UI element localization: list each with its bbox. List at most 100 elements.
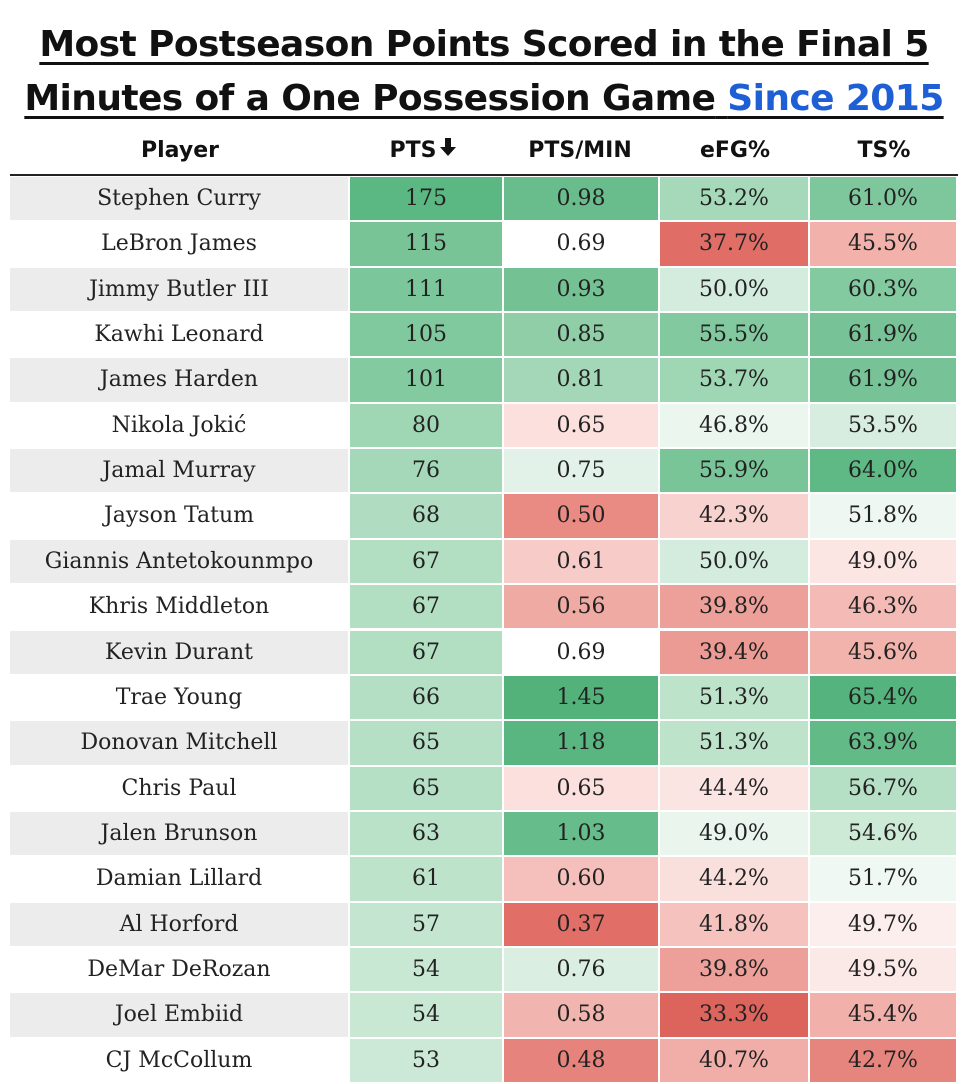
- cell-efg: 55.9%: [660, 449, 810, 495]
- column-header-label: PTS/MIN: [528, 138, 632, 163]
- cell-efg: 39.4%: [660, 630, 810, 676]
- cell-pts: 80: [350, 403, 504, 450]
- cell-ts: 63.9%: [810, 721, 958, 767]
- cell-pts: 101: [350, 358, 504, 404]
- chart-title-accent: Since 2015: [727, 78, 944, 119]
- cell-pts: 175: [350, 177, 504, 223]
- player-name-cell: Al Horford: [10, 902, 350, 948]
- cell-pts: 54: [350, 993, 504, 1039]
- cell-pts: 76: [350, 449, 504, 495]
- cell-ts: 56.7%: [810, 766, 958, 812]
- column-header-pts-min[interactable]: PTS/MIN: [490, 129, 670, 173]
- cell-efg: 50.0%: [660, 539, 810, 586]
- cell-pts: 67: [350, 585, 504, 631]
- cell-efg: 40.7%: [660, 1038, 810, 1084]
- chart-title-main: Minutes of a One Possession Game: [24, 78, 716, 119]
- cell-pts-min: 0.98: [504, 177, 660, 223]
- cell-pts-min: 0.48: [504, 1038, 660, 1084]
- cell-efg: 53.2%: [660, 177, 810, 223]
- cell-pts: 54: [350, 947, 504, 994]
- cell-efg: 49.0%: [660, 811, 810, 858]
- player-name-cell: Donovan Mitchell: [10, 721, 350, 767]
- player-name-cell: Jimmy Butler III: [10, 267, 350, 314]
- column-header-label: TS%: [857, 138, 911, 163]
- player-name-cell: LeBron James: [10, 222, 350, 268]
- player-name-cell: Joel Embiid: [10, 993, 350, 1039]
- cell-efg: 53.7%: [660, 358, 810, 404]
- player-name-cell: Trae Young: [10, 675, 350, 722]
- player-name-cell: James Harden: [10, 358, 350, 404]
- cell-pts-min: 0.61: [504, 539, 660, 586]
- cell-pts-min: 1.18: [504, 721, 660, 767]
- chart-title-line-2: Minutes of a One Possession Game Since 2…: [0, 72, 968, 126]
- cell-pts: 67: [350, 539, 504, 586]
- column-header-efg[interactable]: eFG%: [645, 129, 825, 173]
- cell-pts: 66: [350, 675, 504, 722]
- cell-pts-min: 0.93: [504, 267, 660, 314]
- cell-ts: 60.3%: [810, 267, 958, 314]
- cell-efg: 44.4%: [660, 766, 810, 812]
- cell-ts: 45.6%: [810, 630, 958, 676]
- cell-pts-min: 0.65: [504, 766, 660, 812]
- column-header-player[interactable]: Player: [90, 129, 270, 173]
- cell-efg: 33.3%: [660, 993, 810, 1039]
- cell-efg: 55.5%: [660, 313, 810, 359]
- cell-ts: 61.9%: [810, 313, 958, 359]
- arrow-down-icon: [440, 129, 457, 173]
- cell-pts-min: 0.56: [504, 585, 660, 631]
- cell-pts: 68: [350, 494, 504, 540]
- cell-pts: 67: [350, 630, 504, 676]
- column-header-label: Player: [141, 138, 219, 163]
- chart-title: Most Postseason Points Scored in the Fin…: [0, 18, 968, 126]
- cell-pts-min: 0.65: [504, 403, 660, 450]
- cell-ts: 45.5%: [810, 222, 958, 268]
- cell-pts-min: 0.75: [504, 449, 660, 495]
- cell-pts: 115: [350, 222, 504, 268]
- cell-pts-min: 0.37: [504, 902, 660, 948]
- cell-ts: 49.5%: [810, 947, 958, 994]
- cell-ts: 42.7%: [810, 1038, 958, 1084]
- column-header-pts[interactable]: PTS: [333, 129, 513, 173]
- cell-pts-min: 0.69: [504, 630, 660, 676]
- cell-efg: 46.8%: [660, 403, 810, 450]
- cell-efg: 41.8%: [660, 902, 810, 948]
- cell-efg: 51.3%: [660, 675, 810, 722]
- player-name-cell: Jayson Tatum: [10, 494, 350, 540]
- player-name-cell: Stephen Curry: [10, 177, 350, 223]
- player-name-cell: Jamal Murray: [10, 449, 350, 495]
- cell-ts: 64.0%: [810, 449, 958, 495]
- cell-pts-min: 0.50: [504, 494, 660, 540]
- cell-ts: 49.7%: [810, 902, 958, 948]
- cell-pts-min: 0.81: [504, 358, 660, 404]
- cell-efg: 39.8%: [660, 947, 810, 994]
- player-name-cell: Kawhi Leonard: [10, 313, 350, 359]
- cell-pts-min: 0.58: [504, 993, 660, 1039]
- cell-pts: 65: [350, 766, 504, 812]
- cell-efg: 50.0%: [660, 267, 810, 314]
- player-name-cell: Nikola Jokić: [10, 403, 350, 450]
- player-name-cell: Kevin Durant: [10, 630, 350, 676]
- column-header-label: PTS: [389, 138, 437, 163]
- cell-ts: 45.4%: [810, 993, 958, 1039]
- cell-ts: 54.6%: [810, 811, 958, 858]
- cell-pts-min: 0.60: [504, 857, 660, 903]
- player-name-cell: Chris Paul: [10, 766, 350, 812]
- cell-pts: 53: [350, 1038, 504, 1084]
- cell-ts: 51.8%: [810, 494, 958, 540]
- cell-efg: 42.3%: [660, 494, 810, 540]
- cell-pts-min: 0.76: [504, 947, 660, 994]
- cell-efg: 51.3%: [660, 721, 810, 767]
- player-name-cell: DeMar DeRozan: [10, 947, 350, 994]
- cell-efg: 37.7%: [660, 222, 810, 268]
- cell-pts: 57: [350, 902, 504, 948]
- header-divider: [10, 174, 958, 176]
- column-header-ts[interactable]: TS%: [794, 129, 968, 173]
- cell-efg: 39.8%: [660, 585, 810, 631]
- cell-ts: 51.7%: [810, 857, 958, 903]
- cell-ts: 61.0%: [810, 177, 958, 223]
- column-header-label: eFG%: [699, 138, 771, 163]
- cell-pts: 105: [350, 313, 504, 359]
- cell-pts: 63: [350, 811, 504, 858]
- player-name-cell: Khris Middleton: [10, 585, 350, 631]
- cell-ts: 46.3%: [810, 585, 958, 631]
